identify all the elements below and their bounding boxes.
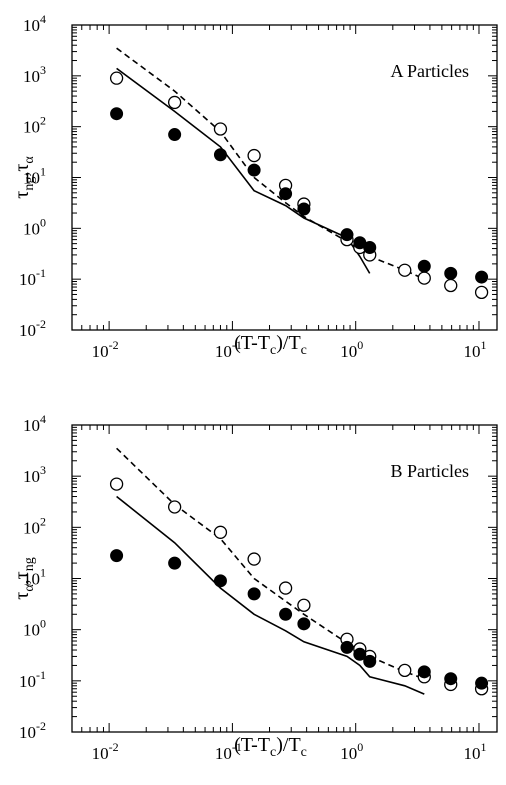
filled-circle-point xyxy=(353,647,367,661)
open-circle-point xyxy=(213,122,228,136)
open-circle-point xyxy=(247,148,261,163)
y-tick-label: 101 xyxy=(23,165,46,188)
x-tick-label: 10-1 xyxy=(215,740,242,763)
open-circle-point xyxy=(167,95,182,110)
open-circle-point xyxy=(398,263,412,277)
y-tick-label: 101 xyxy=(23,566,46,589)
filled-circle-point xyxy=(213,574,227,588)
filled-circle-point xyxy=(279,187,293,201)
y-axis-label: τng,τα xyxy=(11,156,37,199)
filled-circle-point xyxy=(247,163,261,177)
y-tick-label: 103 xyxy=(23,63,46,86)
x-tick-label: 10-2 xyxy=(92,740,119,763)
x-tick-label: 100 xyxy=(340,338,363,361)
open-circle-point xyxy=(297,598,311,612)
y-axis-label: τα,τng xyxy=(11,557,37,599)
series-dashed-line xyxy=(116,47,425,280)
open-circle-point xyxy=(167,500,182,514)
y-tick-label: 103 xyxy=(23,463,46,486)
y-tick-label: 10-1 xyxy=(19,668,46,691)
y-tick-label: 10-1 xyxy=(19,266,46,289)
chart-panel-a-particles: 10-2 10-1 100 101 10-2 10-1 100 101 102 103 104 (T-… xyxy=(11,12,498,361)
y-tick-label: 10-2 xyxy=(19,719,46,742)
filled-circle-point xyxy=(297,617,311,631)
y-tick-label: 104 xyxy=(23,12,46,35)
x-tick-label: 101 xyxy=(463,740,486,763)
panel-annotation: B Particles xyxy=(391,461,470,481)
filled-circle-point xyxy=(213,148,227,162)
y-tick-label: 102 xyxy=(23,514,46,537)
series-solid-line xyxy=(116,67,371,274)
filled-circle-point xyxy=(340,228,354,242)
filled-circle-point xyxy=(247,587,261,601)
filled-circle-point xyxy=(168,128,182,142)
filled-circle-point xyxy=(297,202,311,216)
open-circle-point xyxy=(417,271,431,285)
x-tick-label: 101 xyxy=(463,338,486,361)
x-tick-label: 10-2 xyxy=(92,338,119,361)
series-dashed-line xyxy=(116,447,425,680)
filled-circle-point xyxy=(168,556,182,570)
filled-circle-point xyxy=(444,266,458,280)
panel-annotation: A Particles xyxy=(391,61,470,81)
open-circle-point xyxy=(278,581,293,595)
filled-circle-point xyxy=(363,654,377,668)
x-tick-label: 100 xyxy=(340,740,363,763)
chart-panel-b-particles: 10-2 10-1 100 101 10-2 10-1 100 101 102 103 104 (T-… xyxy=(11,412,498,763)
filled-circle-point xyxy=(110,549,124,563)
filled-circle-point xyxy=(363,240,377,254)
filled-circle-point xyxy=(444,672,458,686)
filled-circle-point xyxy=(417,665,431,679)
filled-circle-point xyxy=(279,607,293,621)
y-tick-label: 100 xyxy=(23,215,46,238)
y-tick-label: 104 xyxy=(23,412,46,435)
filled-circle-point xyxy=(417,259,431,273)
y-tick-label: 102 xyxy=(23,114,46,137)
open-circle-point xyxy=(213,525,228,539)
x-axis-label: (T-Tc)/Tc xyxy=(234,734,307,760)
filled-circle-point xyxy=(340,640,354,654)
y-tick-label: 100 xyxy=(23,617,46,640)
filled-circle-point xyxy=(475,676,489,690)
open-circle-point xyxy=(398,663,412,678)
x-tick-label: 10-1 xyxy=(215,338,242,361)
filled-circle-point xyxy=(110,107,124,121)
open-circle-point xyxy=(247,552,261,566)
open-circle-point xyxy=(474,285,489,300)
open-circle-point xyxy=(109,477,124,491)
y-tick-label: 10-2 xyxy=(19,317,46,340)
open-circle-point xyxy=(109,71,124,85)
filled-circle-point xyxy=(475,270,489,284)
x-axis-label: (T-Tc)/Tc xyxy=(234,332,307,358)
open-circle-point xyxy=(444,278,458,293)
series-solid-line xyxy=(116,495,425,695)
